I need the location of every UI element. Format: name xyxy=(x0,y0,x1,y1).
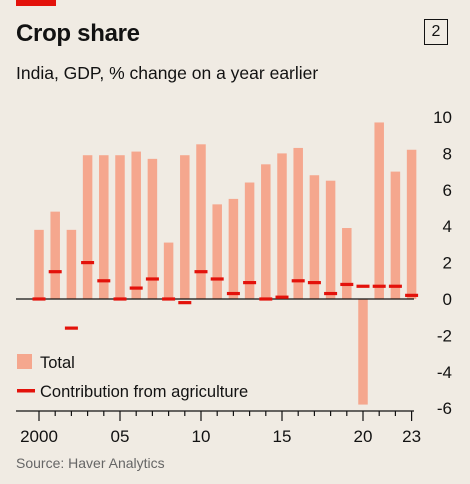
marker-agriculture-2022 xyxy=(388,284,402,288)
x-ticks: 2000 05 10 15 20 23 xyxy=(20,411,421,446)
marker-agriculture-2003 xyxy=(81,261,95,265)
marker-agriculture-2009 xyxy=(178,301,192,305)
bar-total-2018 xyxy=(325,180,336,299)
marker-agriculture-2020 xyxy=(356,284,370,288)
marker-agriculture-2001 xyxy=(48,270,62,274)
bar-total-2006 xyxy=(131,151,141,299)
marker-agriculture-2014 xyxy=(259,297,273,301)
bar-total-2011 xyxy=(212,204,222,299)
marker-agriculture-2008 xyxy=(162,297,176,301)
source-note: Source: Haver Analytics xyxy=(16,455,165,471)
marker-agriculture-2013 xyxy=(243,281,257,285)
y-tick-label--2: -2 xyxy=(437,326,452,345)
marker-agriculture-2019 xyxy=(340,282,354,287)
bars-layer xyxy=(34,122,417,405)
bar-total-2004 xyxy=(99,155,109,299)
y-ticks: 10 8 6 4 2 0 -2 -4 -6 xyxy=(433,108,452,418)
legend-agriculture-swatch xyxy=(17,389,35,393)
y-tick-label--4: -4 xyxy=(437,363,452,382)
bar-total-2001 xyxy=(50,211,60,299)
marker-agriculture-2006 xyxy=(129,286,143,290)
x-tick-label-2020: 20 xyxy=(354,427,373,446)
legend: Total Contribution from agriculture xyxy=(17,354,248,401)
marker-agriculture-2000 xyxy=(32,297,46,301)
x-tick-label-2000: 2000 xyxy=(20,427,58,446)
bar-total-2014 xyxy=(261,164,271,299)
bar-total-2017 xyxy=(309,175,320,299)
marker-agriculture-2007 xyxy=(145,277,159,281)
x-tick-label-2015: 15 xyxy=(273,427,292,446)
marker-agriculture-2021 xyxy=(372,284,386,288)
bar-total-2008 xyxy=(163,242,174,299)
legend-total-label: Total xyxy=(40,354,75,372)
marker-agriculture-2012 xyxy=(226,291,240,296)
bar-total-2012 xyxy=(228,198,239,299)
x-tick-label-2010: 10 xyxy=(192,427,211,446)
legend-total-swatch xyxy=(17,354,32,369)
bar-total-2023 xyxy=(406,149,417,299)
y-tick-label-8: 8 xyxy=(443,144,452,163)
markers-layer xyxy=(32,261,419,330)
x-tick-label-2005: 05 xyxy=(111,427,130,446)
marker-agriculture-2018 xyxy=(324,291,338,296)
chart-title: Crop share xyxy=(16,20,140,47)
bar-total-2002 xyxy=(66,229,77,299)
marker-agriculture-2015 xyxy=(275,295,289,299)
marker-agriculture-2010 xyxy=(194,270,208,274)
y-tick-label-4: 4 xyxy=(443,217,452,236)
marker-agriculture-2002 xyxy=(64,326,78,330)
bar-total-2015 xyxy=(277,153,287,299)
marker-agriculture-2017 xyxy=(307,281,321,285)
y-tick-label-2: 2 xyxy=(443,254,452,273)
legend-agriculture-label: Contribution from agriculture xyxy=(40,383,248,401)
x-tick-label-2023: 23 xyxy=(402,427,421,446)
y-tick-label-6: 6 xyxy=(443,181,452,200)
bar-total-2000 xyxy=(34,229,44,299)
y-tick-label--6: -6 xyxy=(437,399,452,418)
bar-total-2005 xyxy=(115,155,125,299)
marker-agriculture-2005 xyxy=(113,297,127,301)
bar-total-2022 xyxy=(390,171,401,299)
marker-agriculture-2011 xyxy=(210,277,224,281)
bar-total-2007 xyxy=(147,158,158,299)
bar-total-2016 xyxy=(293,147,303,299)
bar-total-2020 xyxy=(358,299,368,405)
bar-total-2009 xyxy=(180,155,190,299)
bar-total-2003 xyxy=(82,155,93,299)
bar-total-2010 xyxy=(196,144,206,299)
bar-total-2021 xyxy=(374,122,384,300)
marker-agriculture-2004 xyxy=(97,279,111,283)
bar-total-2019 xyxy=(342,228,352,299)
chart-subtitle: India, GDP, % change on a year earlier xyxy=(16,63,319,83)
bar-total-2013 xyxy=(244,182,255,299)
y-tick-label-10: 10 xyxy=(433,108,452,127)
brand-tag xyxy=(16,0,56,6)
marker-agriculture-2016 xyxy=(291,279,305,283)
marker-agriculture-2023 xyxy=(405,293,419,297)
chart-number-badge: 2 xyxy=(424,19,448,45)
y-tick-label-0: 0 xyxy=(443,290,452,309)
